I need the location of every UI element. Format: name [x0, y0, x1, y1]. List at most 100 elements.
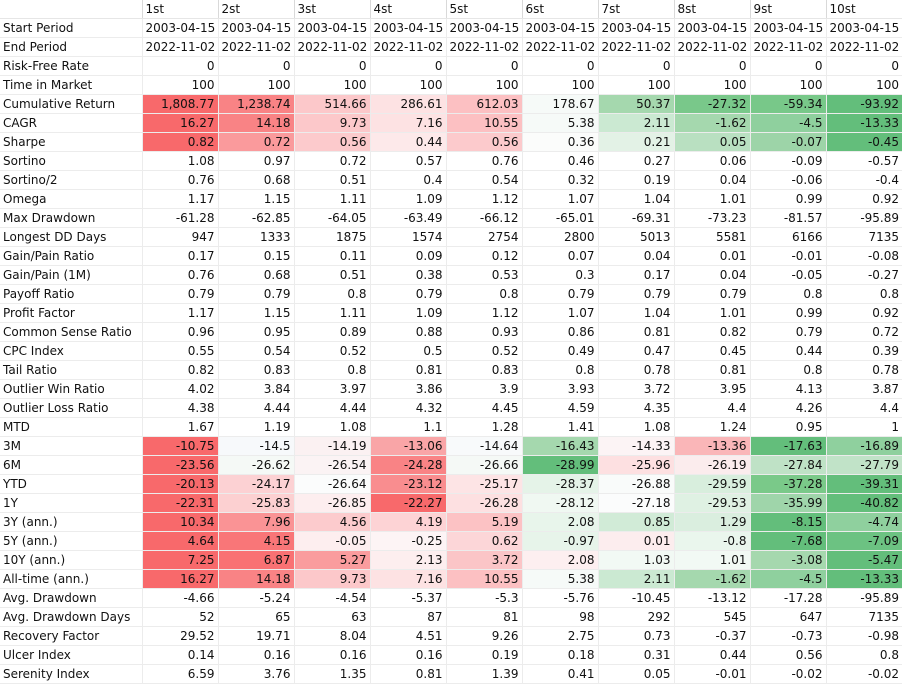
table-cell[interactable]: 0.88 — [369, 322, 446, 342]
table-cell[interactable]: 0.56 — [293, 132, 370, 152]
table-cell[interactable]: 0.49 — [521, 341, 598, 361]
table-cell[interactable]: 0.81 — [673, 360, 750, 380]
table-cell[interactable]: 0.85 — [597, 512, 674, 532]
table-cell[interactable]: -13.06 — [369, 436, 446, 456]
table-cell[interactable]: -14.5 — [217, 436, 294, 456]
table-cell[interactable]: -13.36 — [673, 436, 750, 456]
table-cell[interactable]: 0.32 — [521, 170, 598, 190]
table-cell[interactable]: 2.75 — [521, 626, 598, 646]
column-header[interactable]: 9st — [749, 0, 826, 19]
table-cell[interactable]: 2003-04-15 — [825, 18, 902, 38]
table-cell[interactable]: 100 — [141, 75, 218, 95]
table-cell[interactable]: 14.18 — [217, 113, 294, 133]
table-cell[interactable]: 0.16 — [369, 645, 446, 665]
table-cell[interactable]: -10.75 — [141, 436, 218, 456]
table-cell[interactable]: 0 — [825, 56, 902, 76]
column-header[interactable]: 6st — [521, 0, 598, 19]
table-cell[interactable]: 5.38 — [521, 113, 598, 133]
table-cell[interactable]: 50.37 — [597, 94, 674, 114]
table-cell[interactable]: -5.3 — [445, 588, 522, 608]
table-cell[interactable]: 292 — [597, 607, 674, 627]
table-cell[interactable]: -0.02 — [749, 664, 826, 684]
table-cell[interactable]: 1.17 — [141, 303, 218, 323]
table-cell[interactable]: 100 — [749, 75, 826, 95]
table-cell[interactable]: 1 — [825, 417, 902, 437]
table-cell[interactable]: -28.99 — [521, 455, 598, 475]
table-cell[interactable]: 4.56 — [293, 512, 370, 532]
table-cell[interactable]: 1.24 — [673, 417, 750, 437]
table-cell[interactable]: 0.79 — [369, 284, 446, 304]
table-cell[interactable]: -64.05 — [293, 208, 370, 228]
table-cell[interactable]: 0.14 — [141, 645, 218, 665]
table-cell[interactable]: 0.8 — [293, 284, 370, 304]
table-cell[interactable]: -22.27 — [369, 493, 446, 513]
table-cell[interactable]: 0.79 — [217, 284, 294, 304]
table-cell[interactable]: 7.16 — [369, 113, 446, 133]
table-cell[interactable]: 0.76 — [445, 151, 522, 171]
table-cell[interactable]: -27.18 — [597, 493, 674, 513]
table-cell[interactable]: 10.34 — [141, 512, 218, 532]
table-cell[interactable]: 65 — [217, 607, 294, 627]
table-cell[interactable]: 0.04 — [673, 265, 750, 285]
table-cell[interactable]: -0.08 — [825, 246, 902, 266]
table-cell[interactable]: 0.79 — [673, 284, 750, 304]
table-cell[interactable]: 0.55 — [141, 341, 218, 361]
table-cell[interactable]: -0.02 — [825, 664, 902, 684]
table-cell[interactable]: 612.03 — [445, 94, 522, 114]
table-cell[interactable]: 4.4 — [673, 398, 750, 418]
table-cell[interactable]: 1.41 — [521, 417, 598, 437]
table-cell[interactable]: 2022-11-02 — [521, 37, 598, 57]
table-cell[interactable]: 0.16 — [217, 645, 294, 665]
table-cell[interactable]: 0.21 — [597, 132, 674, 152]
table-cell[interactable]: -35.99 — [749, 493, 826, 513]
table-cell[interactable]: -1.62 — [673, 569, 750, 589]
table-cell[interactable]: 0.8 — [825, 284, 902, 304]
table-cell[interactable]: -0.07 — [749, 132, 826, 152]
table-cell[interactable]: 2022-11-02 — [673, 37, 750, 57]
table-cell[interactable]: -16.89 — [825, 436, 902, 456]
table-cell[interactable]: -4.5 — [749, 569, 826, 589]
table-cell[interactable]: 1.11 — [293, 189, 370, 209]
table-cell[interactable]: -27.84 — [749, 455, 826, 475]
table-cell[interactable]: -23.56 — [141, 455, 218, 475]
table-cell[interactable]: 0.81 — [369, 664, 446, 684]
table-cell[interactable]: 0.41 — [521, 664, 598, 684]
table-cell[interactable]: -29.53 — [673, 493, 750, 513]
table-cell[interactable]: -95.89 — [825, 588, 902, 608]
table-cell[interactable]: 1.17 — [141, 189, 218, 209]
table-cell[interactable]: 4.51 — [369, 626, 446, 646]
table-cell[interactable]: -1.62 — [673, 113, 750, 133]
table-cell[interactable]: 3.87 — [825, 379, 902, 399]
table-cell[interactable]: -59.34 — [749, 94, 826, 114]
table-cell[interactable]: -66.12 — [445, 208, 522, 228]
table-cell[interactable]: -8.15 — [749, 512, 826, 532]
table-cell[interactable]: 100 — [369, 75, 446, 95]
table-cell[interactable]: 0.78 — [597, 360, 674, 380]
table-cell[interactable]: 0.8 — [521, 360, 598, 380]
table-cell[interactable]: 0.36 — [521, 132, 598, 152]
table-cell[interactable]: 5013 — [597, 227, 674, 247]
table-cell[interactable]: 4.59 — [521, 398, 598, 418]
table-cell[interactable]: 4.13 — [749, 379, 826, 399]
table-cell[interactable]: 4.64 — [141, 531, 218, 551]
table-cell[interactable]: -26.85 — [293, 493, 370, 513]
table-cell[interactable]: -0.4 — [825, 170, 902, 190]
table-cell[interactable]: 16.27 — [141, 569, 218, 589]
table-cell[interactable]: 0.95 — [217, 322, 294, 342]
table-cell[interactable]: -0.45 — [825, 132, 902, 152]
table-cell[interactable]: 63 — [293, 607, 370, 627]
table-cell[interactable]: 5.19 — [445, 512, 522, 532]
table-cell[interactable]: 5581 — [673, 227, 750, 247]
table-cell[interactable]: 1.08 — [293, 417, 370, 437]
table-cell[interactable]: 0.92 — [825, 303, 902, 323]
table-cell[interactable]: 0 — [521, 56, 598, 76]
table-cell[interactable]: -26.19 — [673, 455, 750, 475]
table-cell[interactable]: 0.92 — [825, 189, 902, 209]
table-cell[interactable]: 0.19 — [445, 645, 522, 665]
table-cell[interactable]: 1,238.74 — [217, 94, 294, 114]
table-cell[interactable]: 2022-11-02 — [749, 37, 826, 57]
table-cell[interactable]: 4.02 — [141, 379, 218, 399]
table-cell[interactable]: 1,808.77 — [141, 94, 218, 114]
table-cell[interactable]: 52 — [141, 607, 218, 627]
table-cell[interactable]: 0.05 — [597, 664, 674, 684]
